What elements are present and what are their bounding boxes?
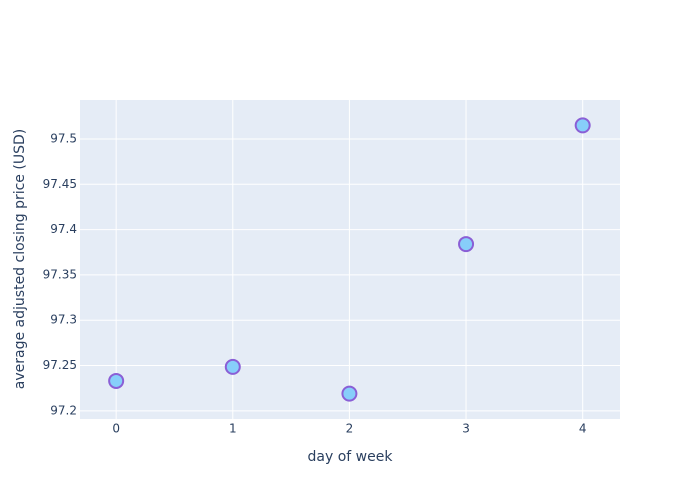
plot-area — [80, 100, 620, 419]
y-tick-label: 97.2 — [50, 403, 77, 417]
x-axis-title: day of week — [308, 449, 394, 465]
point — [108, 372, 125, 389]
point — [224, 358, 241, 375]
y-tick-label: 97.4 — [50, 222, 77, 236]
y-axis-title: average adjusted closing price (USD) — [12, 129, 28, 389]
point — [574, 117, 591, 134]
y-tick-label: 97.3 — [50, 313, 77, 327]
x-tick-label: 0 — [112, 422, 120, 436]
x-tick-label: 4 — [579, 422, 587, 436]
y-tick-label: 97.45 — [43, 177, 77, 191]
point — [458, 236, 475, 253]
x-tick-label: 2 — [346, 422, 354, 436]
point — [341, 385, 358, 402]
x-tick-label: 3 — [462, 422, 470, 436]
y-tick-label: 97.35 — [43, 267, 77, 281]
y-tick-label: 97.25 — [43, 358, 77, 372]
x-tick-label: 1 — [229, 422, 237, 436]
y-tick-label: 97.5 — [50, 131, 77, 145]
